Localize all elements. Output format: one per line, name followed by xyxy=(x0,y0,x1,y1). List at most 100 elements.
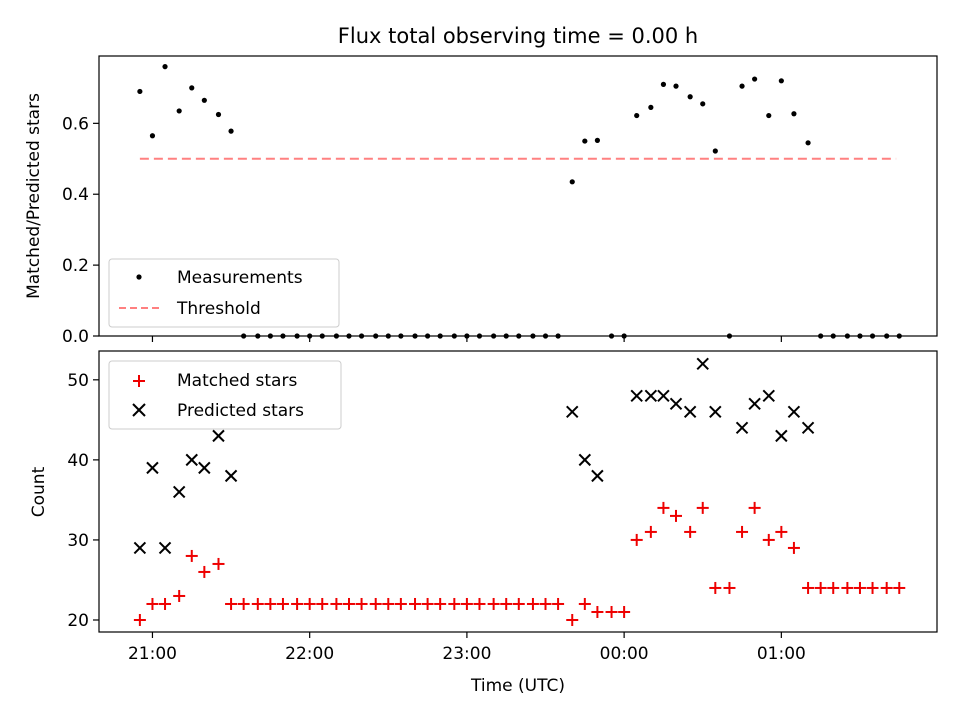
measurement-point xyxy=(201,97,207,103)
measurement-point xyxy=(137,88,143,95)
matched-point xyxy=(369,597,382,610)
matched-point xyxy=(225,597,238,610)
matched-point xyxy=(630,533,643,546)
measurement-point xyxy=(778,78,784,84)
matched-point xyxy=(276,597,289,610)
predicted-point xyxy=(657,389,670,403)
matched-point xyxy=(316,597,329,610)
matched-point xyxy=(893,581,906,594)
matched-point xyxy=(460,597,473,610)
top-legend: Measurements Threshold xyxy=(108,258,340,328)
matched-point xyxy=(802,581,815,594)
measurement-point xyxy=(228,128,234,134)
matched-point xyxy=(618,605,631,618)
predicted-point xyxy=(669,397,683,411)
matched-point xyxy=(787,541,800,554)
matched-point xyxy=(291,597,304,610)
predicted-point xyxy=(683,405,697,419)
matched-point xyxy=(185,549,198,562)
top-ticks: 0.0 0.2 0.4 0.6 xyxy=(62,114,782,347)
predicted-point xyxy=(198,461,211,475)
legend-threshold-label: Threshold xyxy=(176,299,261,319)
matched-point xyxy=(264,597,277,610)
matched-point xyxy=(500,597,513,610)
predicted-point xyxy=(801,421,815,435)
matched-point xyxy=(709,581,722,594)
matched-point xyxy=(421,597,434,610)
measurement-point xyxy=(700,101,706,107)
matched-point xyxy=(814,581,827,594)
bottom-legend: Matched stars Predicted stars xyxy=(108,360,342,430)
predicted-points xyxy=(133,357,815,555)
legend-predicted-label: Predicted stars xyxy=(177,401,304,421)
chart-title: Flux total observing time = 0.00 h xyxy=(338,24,698,48)
legend-predicted-marker xyxy=(132,403,146,417)
matched-point xyxy=(670,509,683,522)
xtick-label: 00:00 xyxy=(600,644,649,664)
matched-point xyxy=(409,597,422,610)
predicted-point xyxy=(762,389,775,403)
predicted-point xyxy=(748,397,761,411)
predicted-point xyxy=(735,421,749,435)
bottom-legend-box xyxy=(108,360,342,430)
matched-point xyxy=(342,597,355,610)
measurement-point xyxy=(215,111,222,118)
measurement-point xyxy=(162,64,168,70)
bottom-axes-frame xyxy=(98,350,938,633)
measurement-point xyxy=(739,83,745,89)
matched-point xyxy=(237,597,250,610)
matched-point xyxy=(330,597,343,610)
measurement-point xyxy=(660,81,667,87)
matched-point xyxy=(880,581,893,594)
matched-point xyxy=(355,597,368,610)
predicted-point xyxy=(133,541,147,555)
measurement-point xyxy=(594,137,600,143)
predicted-point xyxy=(787,405,801,419)
predicted-point xyxy=(212,429,225,443)
matched-point xyxy=(251,597,264,610)
bottom-ytick-label: 40 xyxy=(67,451,89,471)
bottom-ylabel: Count xyxy=(29,466,49,517)
matched-point xyxy=(723,581,736,594)
matched-points xyxy=(133,501,906,626)
measurement-point xyxy=(687,94,693,100)
matched-point xyxy=(526,597,539,610)
matched-point xyxy=(487,597,500,610)
matched-point xyxy=(775,525,788,538)
predicted-point xyxy=(172,485,186,499)
matched-point xyxy=(434,597,447,610)
matched-point xyxy=(303,597,316,610)
matched-point xyxy=(605,605,618,618)
predicted-point xyxy=(775,429,788,443)
matched-point xyxy=(827,581,840,594)
measurement-point xyxy=(752,76,758,82)
matched-point xyxy=(748,501,761,514)
measurement-point xyxy=(805,140,811,146)
predicted-point xyxy=(630,389,643,403)
matched-point xyxy=(657,501,670,514)
matched-point xyxy=(473,597,486,610)
measurement-point xyxy=(569,179,575,185)
matched-point xyxy=(539,597,552,610)
matched-point xyxy=(841,581,854,594)
measurement-point xyxy=(673,83,679,89)
xtick-label: 21:00 xyxy=(128,644,177,664)
matched-point xyxy=(146,597,159,610)
measurement-point xyxy=(712,148,718,154)
matched-point xyxy=(866,581,879,594)
matched-point xyxy=(159,597,172,610)
matched-point xyxy=(762,533,775,546)
top-ytick-label: 0.4 xyxy=(62,185,89,205)
predicted-point xyxy=(644,389,658,403)
measurement-point xyxy=(176,108,182,114)
bottom-ticks: 20 30 40 50 21:00 22:00 23:00 00:00 01:00 xyxy=(67,371,805,664)
measurement-point xyxy=(791,111,797,117)
matched-point xyxy=(212,557,225,570)
x-axis-label: Time (UTC) xyxy=(470,676,565,696)
matched-point xyxy=(736,525,749,538)
predicted-point xyxy=(146,461,159,475)
bottom-ytick-label: 20 xyxy=(67,611,89,631)
matched-point xyxy=(566,613,579,626)
